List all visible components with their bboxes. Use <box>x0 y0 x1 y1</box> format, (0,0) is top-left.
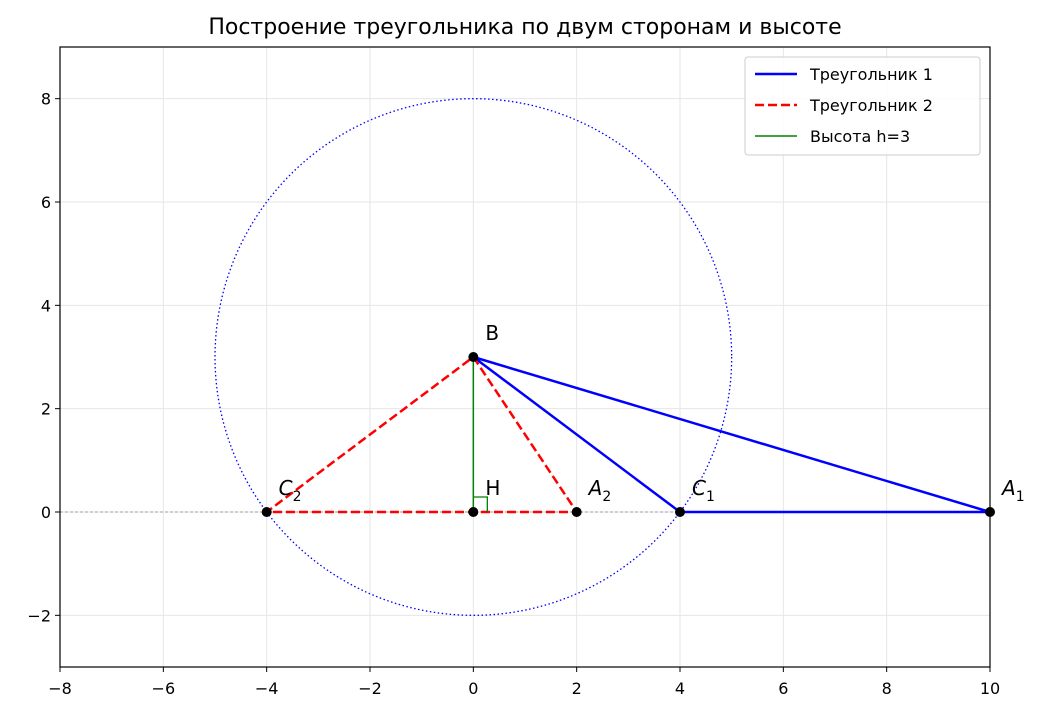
point-label: A2 <box>587 476 612 505</box>
point-label-text: C <box>692 476 706 500</box>
y-tick-label: 4 <box>41 296 51 315</box>
x-tick-label: 4 <box>675 679 685 698</box>
circle <box>214 98 733 616</box>
x-tick-label: 0 <box>468 679 478 698</box>
right-angle-marker <box>473 496 488 512</box>
x-tick-label: 6 <box>778 679 788 698</box>
legend-label: Высота h=3 <box>810 127 910 146</box>
legend-box <box>744 56 981 156</box>
point-label: C1 <box>692 476 715 505</box>
x-tick-label: 2 <box>572 679 582 698</box>
point <box>675 507 685 517</box>
legend-label: Треугольник 2 <box>809 96 933 115</box>
y-tick-label: −2 <box>27 606 51 625</box>
y-tick-label: 2 <box>41 400 51 419</box>
y-tick-label: 6 <box>41 193 51 212</box>
point-label-text: B <box>485 321 499 345</box>
point-label-subscript: 1 <box>706 489 715 505</box>
x-tick-label: −2 <box>358 679 382 698</box>
point-label: B <box>485 321 499 345</box>
point-label: C2 <box>279 476 302 505</box>
point <box>468 507 479 517</box>
point <box>468 352 479 362</box>
series-line <box>265 356 578 514</box>
point-label: A1 <box>1000 476 1025 505</box>
point-label-subscript: 2 <box>602 489 611 505</box>
legend: Треугольник 1 Треугольник 2 Высота h=3 <box>744 56 981 156</box>
point <box>261 507 272 517</box>
point-label-subscript: 1 <box>1016 489 1025 505</box>
point-label: H <box>485 476 500 500</box>
point-label-text: H <box>485 476 500 500</box>
point-label-text: A <box>587 476 603 500</box>
chart-title: Построение треугольника по двум сторонам… <box>208 15 841 40</box>
series-line <box>472 355 992 514</box>
point-label-text: C <box>279 476 293 500</box>
axes-frame <box>59 46 991 668</box>
x-tick-label: −8 <box>48 679 72 698</box>
x-tick-label: 8 <box>882 679 892 698</box>
x-tick-label: −4 <box>255 679 279 698</box>
y-tick-label: 0 <box>41 503 51 522</box>
x-tick-label: −6 <box>152 679 176 698</box>
x-tick-label: 10 <box>980 679 1000 698</box>
y-tick-label: 8 <box>41 90 51 109</box>
point <box>571 507 582 517</box>
point-label-text: A <box>1000 476 1016 500</box>
point-label-subscript: 2 <box>293 489 302 505</box>
legend-label: Треугольник 1 <box>809 65 933 84</box>
